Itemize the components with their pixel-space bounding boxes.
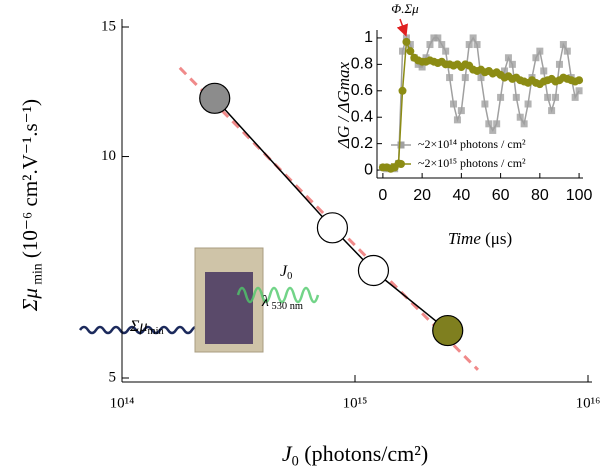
y-tick-label: 15 bbox=[101, 18, 116, 34]
inset-x-tick-label: 100 bbox=[566, 187, 593, 204]
pump-label-sub: 0 bbox=[287, 271, 292, 282]
wavelength-label-sub: 530 nm bbox=[269, 301, 303, 312]
pump-label: J0 bbox=[280, 263, 292, 283]
inset-x-axis-label: Time (μs) bbox=[448, 229, 512, 248]
probe-wave bbox=[78, 325, 202, 335]
series-marker bbox=[434, 34, 442, 42]
legend-label: ~2×10¹⁵ photons / cm² bbox=[418, 156, 526, 170]
series-marker bbox=[508, 60, 516, 68]
series-marker bbox=[438, 41, 446, 49]
x-tick-label: 10¹⁵ bbox=[343, 395, 368, 411]
series-marker bbox=[532, 54, 540, 62]
x-axis-label: J0 (photons/cm²) bbox=[282, 441, 428, 470]
data-point bbox=[316, 212, 349, 244]
series-marker bbox=[430, 34, 438, 42]
series-marker bbox=[524, 100, 532, 108]
series-marker bbox=[497, 93, 505, 101]
inset-x-axis-label-main: Time bbox=[448, 229, 482, 248]
series-marker bbox=[563, 47, 571, 55]
series-marker bbox=[512, 93, 520, 101]
series-marker bbox=[398, 86, 407, 95]
data-line bbox=[214, 97, 449, 332]
illustration bbox=[78, 247, 320, 353]
series-marker bbox=[516, 113, 524, 121]
series-marker bbox=[552, 93, 560, 101]
series-marker bbox=[457, 107, 465, 115]
series-marker bbox=[446, 74, 454, 82]
series-marker bbox=[465, 41, 473, 49]
series-marker bbox=[575, 76, 584, 85]
series-marker bbox=[406, 41, 414, 49]
series-marker bbox=[461, 74, 469, 82]
inset-y-tick-label: 0.2 bbox=[351, 135, 373, 152]
inset-x-axis-label-rest: (μs) bbox=[481, 229, 512, 248]
inset-x-tick-label: 80 bbox=[531, 187, 549, 204]
probe-label-main: Σμ bbox=[129, 318, 148, 335]
inset-x-tick-label: 60 bbox=[492, 187, 510, 204]
series-marker bbox=[477, 74, 485, 82]
data-point bbox=[432, 314, 464, 347]
series-marker bbox=[501, 67, 509, 75]
annotation: Φ.Σμ bbox=[391, 1, 419, 16]
y-axis-label-sub: min bbox=[29, 263, 44, 288]
series-marker bbox=[575, 87, 583, 95]
series-marker bbox=[453, 116, 461, 124]
y-axis-label-main: Σμ bbox=[18, 288, 42, 312]
x-axis-label-rest: (photons/cm²) bbox=[299, 441, 428, 466]
series-marker bbox=[559, 41, 567, 49]
inset-y-tick-label: 0.6 bbox=[351, 82, 373, 99]
series-marker bbox=[402, 37, 411, 46]
probe-label-sub: min bbox=[148, 326, 165, 337]
y-tick-label: 5 bbox=[109, 369, 117, 385]
data-point bbox=[357, 254, 390, 287]
series-marker bbox=[571, 93, 579, 101]
legend-marker bbox=[397, 141, 405, 149]
inset-x-tick-label: 0 bbox=[378, 187, 387, 204]
legend-label: ~2×10¹⁴ photons / cm² bbox=[418, 137, 526, 151]
series-marker bbox=[442, 47, 450, 55]
series-marker bbox=[489, 126, 497, 134]
inset-y-tick-label: 0.8 bbox=[351, 56, 373, 73]
series-marker bbox=[520, 120, 528, 128]
y-axis-label-rest: (10⁻⁶ cm².V⁻¹.s⁻¹) bbox=[18, 99, 42, 263]
series-marker bbox=[504, 54, 512, 62]
annotation-arrow bbox=[396, 18, 408, 37]
series-marker bbox=[426, 41, 434, 49]
series-marker bbox=[399, 47, 407, 55]
legend-marker bbox=[397, 160, 405, 168]
series-marker bbox=[469, 34, 477, 42]
series-marker bbox=[493, 120, 501, 128]
y-tick-label: 10 bbox=[101, 148, 116, 164]
x-tick-label: 10¹⁴ bbox=[110, 395, 135, 411]
wavelength-label-main: λ bbox=[261, 293, 269, 310]
inset-y-tick-label: 0 bbox=[364, 161, 373, 178]
wavelength-label: λ 530 nm bbox=[261, 293, 303, 313]
series-marker bbox=[473, 41, 481, 49]
inset-y-tick-label: 0.4 bbox=[351, 108, 373, 125]
series-marker bbox=[485, 120, 493, 128]
inset-y-tick-label: 1 bbox=[364, 29, 373, 46]
inset-x-tick-label: 20 bbox=[413, 187, 431, 204]
x-axis-label-main: J bbox=[282, 441, 293, 466]
pump-wave bbox=[236, 286, 320, 304]
series-marker bbox=[544, 93, 552, 101]
pump-label-main: J bbox=[280, 263, 288, 280]
series-marker bbox=[406, 47, 415, 56]
probe-label: Σμmin bbox=[129, 318, 165, 338]
inset-y-axis-label: ΔG / ΔGmax bbox=[334, 62, 353, 150]
series-marker bbox=[555, 60, 563, 68]
x-tick-label: 10¹⁶ bbox=[576, 395, 601, 411]
series-marker bbox=[540, 67, 548, 75]
x-axis-label-sub: 0 bbox=[292, 454, 299, 470]
y-axis-label: Σμ min (10⁻⁶ cm².V⁻¹.s⁻¹) bbox=[18, 99, 45, 312]
cuvette-liquid bbox=[205, 272, 253, 344]
inset-x-tick-label: 40 bbox=[452, 187, 470, 204]
series-marker bbox=[481, 100, 489, 108]
series-marker bbox=[536, 47, 544, 55]
data-point bbox=[199, 82, 231, 114]
series-marker bbox=[548, 107, 556, 115]
series-marker bbox=[450, 100, 458, 108]
series-marker bbox=[418, 63, 426, 71]
